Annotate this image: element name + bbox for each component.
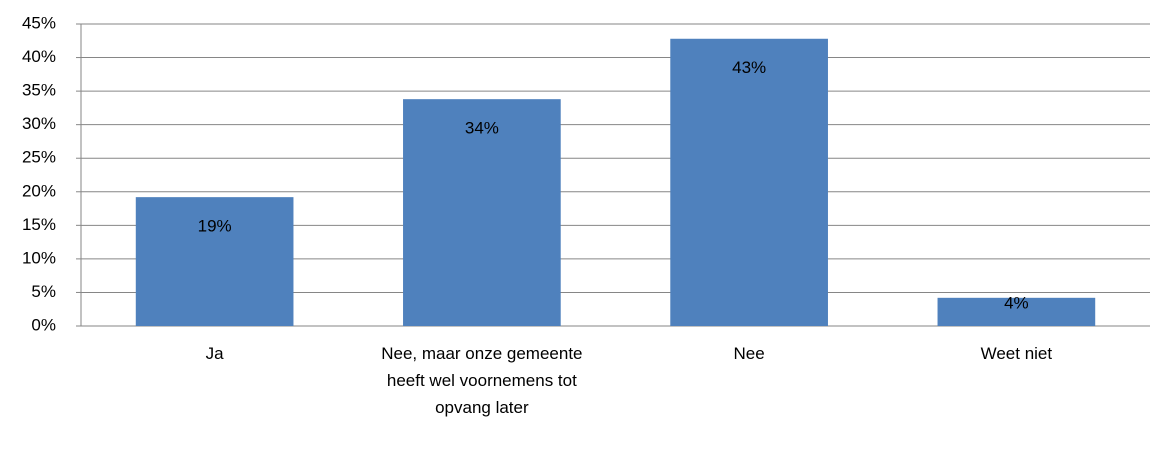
bar bbox=[135, 197, 294, 326]
value-label: 19% bbox=[198, 217, 232, 236]
y-tick-label: 45% bbox=[22, 13, 56, 32]
y-tick-label: 35% bbox=[22, 81, 56, 100]
x-tick-label: Nee, maar onze gemeente heeft wel voorne… bbox=[381, 344, 583, 417]
y-tick-label: 20% bbox=[22, 181, 56, 200]
value-label: 4% bbox=[1004, 293, 1029, 312]
bar bbox=[937, 297, 1096, 326]
y-tick-label: 15% bbox=[22, 215, 56, 234]
x-tick-label: Nee bbox=[733, 344, 765, 363]
y-tick-label: 25% bbox=[22, 148, 56, 167]
y-tick-label: 0% bbox=[31, 315, 56, 334]
bar bbox=[403, 99, 561, 326]
y-tick-label: 40% bbox=[22, 47, 56, 66]
value-label: 34% bbox=[465, 119, 499, 138]
x-tick-label: Ja bbox=[205, 344, 224, 363]
y-tick-label: 10% bbox=[22, 248, 56, 267]
bar bbox=[670, 38, 828, 327]
y-tick-label: 30% bbox=[22, 114, 56, 133]
y-tick-label: 5% bbox=[31, 282, 56, 301]
value-label: 43% bbox=[732, 58, 766, 77]
x-tick-label: Weet niet bbox=[980, 344, 1053, 363]
